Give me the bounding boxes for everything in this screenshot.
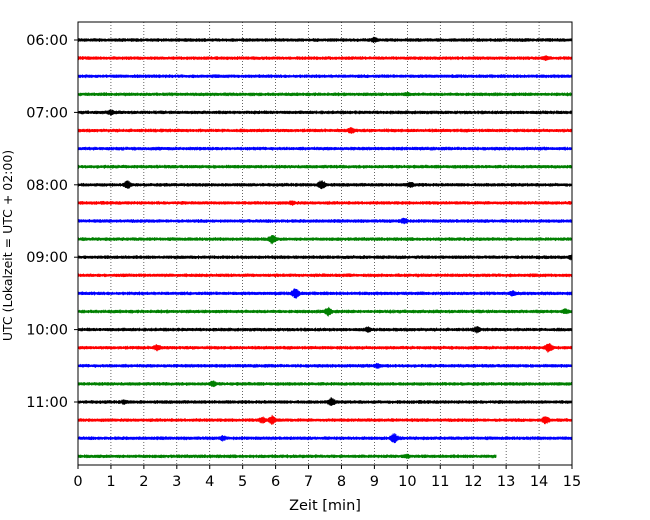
x-axis: 0 1 2 3 4 5 6 7 8 9 10 11 12 13 14 15 <box>73 465 581 490</box>
seismic-trace <box>77 146 573 151</box>
seismic-trace <box>77 55 573 61</box>
seismic-trace <box>77 306 573 317</box>
x-tick-label: 6 <box>271 474 280 490</box>
x-tick-label: 4 <box>205 474 214 490</box>
y-tick-label: 11:00 <box>26 395 68 411</box>
seismic-trace <box>77 109 573 116</box>
x-tick-label: 10 <box>398 474 416 490</box>
plot-frame <box>77 21 573 466</box>
y-tick-label: 07:00 <box>26 105 68 121</box>
y-axis: 06:00 07:00 08:00 09:00 10:00 11:00 <box>26 33 78 411</box>
seismic-trace <box>77 36 573 44</box>
seismic-trace <box>77 91 573 97</box>
seismic-trace <box>77 288 573 299</box>
x-tick-label: 3 <box>172 474 181 490</box>
x-axis-label: Zeit [min] <box>289 498 361 514</box>
x-tick-label: 1 <box>106 474 115 490</box>
seismic-trace <box>77 74 573 79</box>
x-tick-label: 7 <box>304 474 313 490</box>
x-tick-label: 12 <box>464 474 482 490</box>
x-tick-label: 11 <box>431 474 449 490</box>
x-tick-label: 15 <box>563 474 581 490</box>
seismic-trace <box>77 200 573 206</box>
y-tick-label: 09:00 <box>26 250 68 266</box>
seismic-trace <box>77 380 573 388</box>
x-tick-label: 9 <box>370 474 379 490</box>
x-tick-label: 13 <box>497 474 515 490</box>
y-tick-label: 06:00 <box>26 33 68 49</box>
seismic-trace <box>77 164 573 169</box>
x-tick-label: 5 <box>238 474 247 490</box>
seismic-trace <box>77 253 573 261</box>
seismic-trace <box>77 273 573 278</box>
y-tick-label: 10:00 <box>26 323 68 339</box>
x-tick-label: 8 <box>337 474 346 490</box>
seismic-trace <box>77 217 573 225</box>
seismic-trace <box>77 343 573 353</box>
x-tick-label: 14 <box>530 474 548 490</box>
y-axis-label: UTC (Lokalzeit = UTC + 02:00) <box>0 150 15 341</box>
seismic-trace <box>77 235 573 245</box>
seismic-trace <box>77 326 573 334</box>
seismic-trace <box>77 127 573 134</box>
seismic-trace <box>77 414 573 425</box>
x-tick-label: 0 <box>73 474 82 490</box>
grid-lines <box>110 22 540 465</box>
seismic-trace <box>77 433 573 444</box>
seismic-trace <box>77 362 573 369</box>
y-tick-label: 08:00 <box>26 178 68 194</box>
seismic-trace <box>77 180 573 190</box>
trace-group <box>77 36 573 459</box>
x-tick-label: 2 <box>139 474 148 490</box>
seismic-trace <box>77 453 497 459</box>
seismic-trace <box>77 397 573 406</box>
